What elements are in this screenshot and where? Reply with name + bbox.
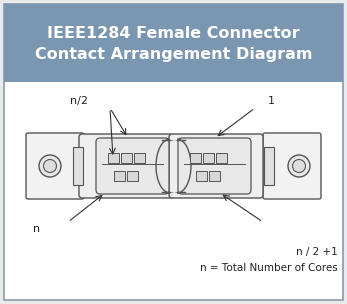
FancyBboxPatch shape (73, 147, 83, 185)
FancyBboxPatch shape (203, 153, 214, 163)
FancyBboxPatch shape (26, 133, 84, 199)
FancyBboxPatch shape (109, 153, 119, 163)
Circle shape (293, 160, 305, 172)
Text: n / 2 +1: n / 2 +1 (296, 247, 338, 257)
FancyBboxPatch shape (127, 171, 138, 181)
FancyBboxPatch shape (4, 4, 343, 82)
FancyBboxPatch shape (178, 138, 251, 194)
FancyBboxPatch shape (191, 153, 202, 163)
FancyBboxPatch shape (196, 171, 208, 181)
FancyBboxPatch shape (263, 133, 321, 199)
FancyBboxPatch shape (264, 147, 274, 185)
Text: IEEE1284 Female Connector: IEEE1284 Female Connector (47, 26, 300, 40)
Circle shape (288, 155, 310, 177)
Text: 1: 1 (268, 96, 275, 106)
Text: n/2: n/2 (70, 96, 88, 106)
Text: n: n (33, 224, 40, 234)
Circle shape (43, 160, 57, 172)
FancyBboxPatch shape (79, 134, 173, 198)
Text: n = Total Number of Cores: n = Total Number of Cores (200, 263, 338, 273)
FancyBboxPatch shape (210, 171, 220, 181)
FancyBboxPatch shape (169, 134, 263, 198)
FancyBboxPatch shape (4, 4, 343, 300)
Text: Contact Arrangement Diagram: Contact Arrangement Diagram (35, 47, 312, 63)
Circle shape (39, 155, 61, 177)
FancyBboxPatch shape (217, 153, 228, 163)
FancyBboxPatch shape (115, 171, 126, 181)
FancyBboxPatch shape (96, 138, 169, 194)
FancyBboxPatch shape (135, 153, 145, 163)
FancyBboxPatch shape (121, 153, 133, 163)
